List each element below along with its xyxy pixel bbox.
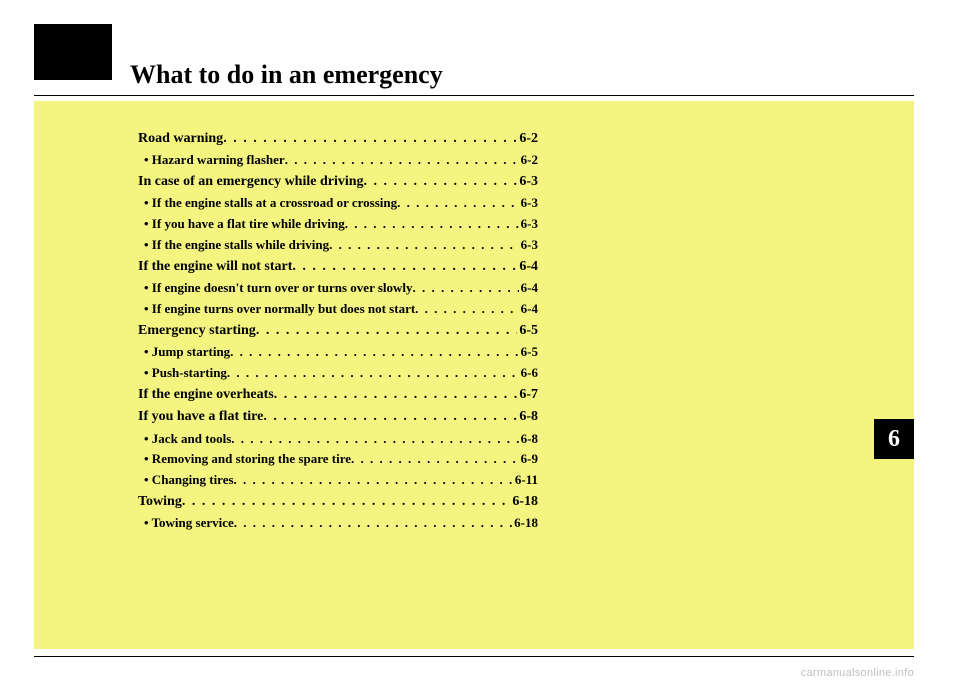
toc-label: Towing xyxy=(138,492,182,512)
toc-leader-dots xyxy=(231,430,518,449)
toc-leader-dots xyxy=(234,471,513,490)
toc-page-number: 6-2 xyxy=(517,129,538,149)
toc-section: Towing 6-18 xyxy=(138,492,538,512)
toc-label: • Jack and tools xyxy=(144,430,231,449)
toc-label: • Jump starting xyxy=(144,343,230,362)
toc-section: If the engine overheats 6-7 xyxy=(138,385,538,405)
toc-page-number: 6-18 xyxy=(512,514,538,533)
toc-subitem: • Jack and tools 6-8 xyxy=(138,430,538,449)
toc-section: Road warning 6-2 xyxy=(138,129,538,149)
toc-subitem: • Jump starting 6-5 xyxy=(138,343,538,362)
toc-label: • If engine doesn't turn over or turns o… xyxy=(144,279,413,298)
toc-page-number: 6-7 xyxy=(517,385,538,405)
toc-label: Road warning xyxy=(138,129,223,149)
toc-subitem: • If engine turns over normally but does… xyxy=(138,300,538,319)
toc-subitem: • If the engine stalls at a crossroad or… xyxy=(138,194,538,213)
toc-page-number: 6-3 xyxy=(519,215,538,234)
toc-subitem: • If you have a flat tire while driving 6… xyxy=(138,215,538,234)
black-corner-block xyxy=(34,24,112,80)
toc-leader-dots xyxy=(182,492,510,512)
toc-page-number: 6-2 xyxy=(519,151,538,170)
toc-section: In case of an emergency while driving 6-3 xyxy=(138,172,538,192)
toc-leader-dots xyxy=(345,215,519,234)
toc-leader-dots xyxy=(329,236,519,255)
toc-leader-dots xyxy=(256,321,518,341)
toc-label: If the engine overheats xyxy=(138,385,274,405)
toc-label: • If you have a flat tire while driving xyxy=(144,215,345,234)
toc-subitem: • If engine doesn't turn over or turns o… xyxy=(138,279,538,298)
toc-page-number: 6-3 xyxy=(519,236,538,255)
toc-page-number: 6-3 xyxy=(517,172,538,192)
toc-leader-dots xyxy=(227,364,519,383)
table-of-contents: Road warning 6-2 • Hazard warning flasher 6… xyxy=(138,129,538,533)
toc-leader-dots xyxy=(263,407,517,427)
toc-page-number: 6-3 xyxy=(519,194,538,213)
toc-leader-dots xyxy=(274,385,518,405)
toc-page-number: 6-4 xyxy=(517,257,538,277)
toc-leader-dots xyxy=(292,257,517,277)
toc-page-number: 6-4 xyxy=(519,279,538,298)
page-title: What to do in an emergency xyxy=(130,60,443,90)
toc-label: Emergency starting xyxy=(138,321,256,341)
toc-leader-dots xyxy=(415,300,518,319)
toc-page-number: 6-4 xyxy=(519,300,538,319)
toc-page-number: 6-5 xyxy=(517,321,538,341)
toc-label: • Push-starting xyxy=(144,364,227,383)
toc-subitem: • Push-starting 6-6 xyxy=(138,364,538,383)
toc-page-number: 6-8 xyxy=(517,407,538,427)
toc-leader-dots xyxy=(234,514,512,533)
toc-page-number: 6-18 xyxy=(510,492,538,512)
bottom-rule xyxy=(34,656,914,657)
top-rule xyxy=(34,95,914,96)
toc-leader-dots xyxy=(230,343,518,362)
toc-subitem: • Hazard warning flasher 6-2 xyxy=(138,151,538,170)
toc-label: • If the engine stalls while driving xyxy=(144,236,329,255)
toc-leader-dots xyxy=(413,279,519,298)
chapter-tab: 6 xyxy=(874,419,914,459)
toc-page-number: 6-5 xyxy=(519,343,538,362)
toc-section: If the engine will not start 6-4 xyxy=(138,257,538,277)
toc-label: • Towing service xyxy=(144,514,234,533)
toc-label: • Removing and storing the spare tire xyxy=(144,450,351,469)
toc-leader-dots xyxy=(397,194,519,213)
toc-page-number: 6-11 xyxy=(513,471,538,490)
toc-subitem: • Changing tires 6-11 xyxy=(138,471,538,490)
toc-leader-dots xyxy=(364,172,518,192)
watermark-text: carmanualsonline.info xyxy=(801,667,914,679)
toc-label: • If engine turns over normally but does… xyxy=(144,300,415,319)
toc-section: Emergency starting 6-5 xyxy=(138,321,538,341)
toc-page-number: 6-6 xyxy=(519,364,538,383)
toc-subitem: • Removing and storing the spare tire 6-9 xyxy=(138,450,538,469)
toc-subitem: • If the engine stalls while driving 6-3 xyxy=(138,236,538,255)
toc-page-number: 6-9 xyxy=(519,450,538,469)
toc-label: If the engine will not start xyxy=(138,257,292,277)
toc-label: If you have a flat tire xyxy=(138,407,263,427)
toc-label: • Changing tires xyxy=(144,471,234,490)
toc-section: If you have a flat tire 6-8 xyxy=(138,407,538,427)
toc-page-number: 6-8 xyxy=(519,430,538,449)
toc-leader-dots xyxy=(285,151,519,170)
toc-label: • If the engine stalls at a crossroad or… xyxy=(144,194,397,213)
toc-label: In case of an emergency while driving xyxy=(138,172,364,192)
toc-label: • Hazard warning flasher xyxy=(144,151,285,170)
toc-panel: Road warning 6-2 • Hazard warning flasher 6… xyxy=(34,101,914,649)
toc-subitem: • Towing service 6-18 xyxy=(138,514,538,533)
toc-leader-dots xyxy=(223,129,517,149)
toc-leader-dots xyxy=(351,450,519,469)
